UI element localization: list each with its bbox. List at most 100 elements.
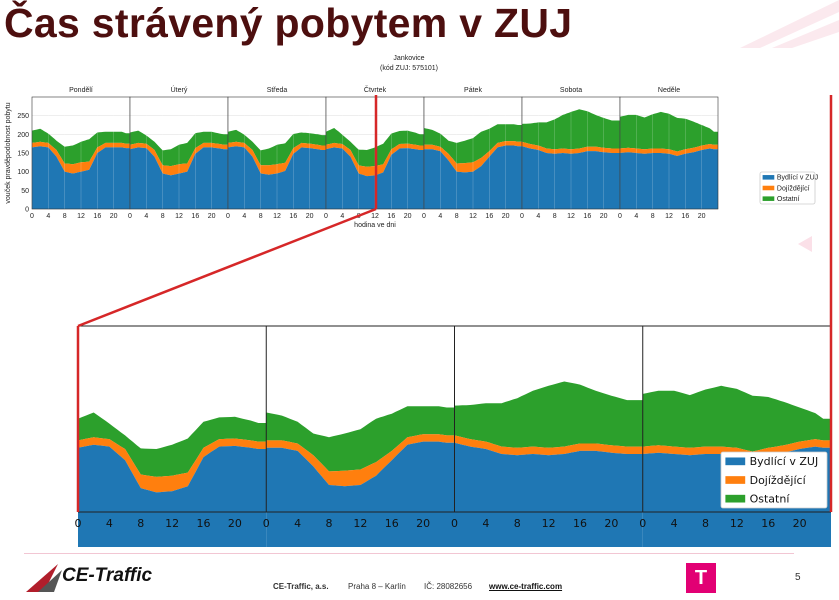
area-ostatni — [620, 111, 718, 152]
page-number: 5 — [795, 572, 801, 583]
legend-swatch — [725, 457, 746, 466]
x-tick-label: 4 — [144, 213, 148, 220]
area-dojizdejici — [78, 437, 267, 493]
area-ostatni — [642, 385, 831, 452]
x-tick-label: 12 — [469, 213, 477, 220]
area-ostatni — [78, 412, 267, 477]
legend-box — [759, 171, 816, 205]
chart-subtitle: (kód ZUJ: 575101) — [380, 65, 438, 72]
panel-4: 0 4 8 12 16 20 Pátek — [422, 87, 523, 220]
legend-swatch — [762, 196, 775, 201]
area-dojizdejici — [326, 142, 424, 177]
area-dojizdejici — [454, 435, 643, 456]
x-tick-label: 0 — [226, 213, 230, 220]
panel-5: 0 4 8 12 16 20 Sobota — [520, 87, 621, 220]
area-ostatni — [522, 109, 620, 150]
overview-chart: Jankovice (kód ZUJ: 575101) 0 4 8 12 16 20 Pondě… — [5, 55, 818, 229]
x-tick-label: 0 — [75, 517, 82, 530]
panel-day-label: Pátek — [464, 87, 482, 94]
x-tick-label: 20 — [502, 213, 510, 220]
x-tick-label: 0 — [324, 213, 328, 220]
x-tick-label: 8 — [514, 517, 521, 530]
y-tick-label: 50 — [21, 188, 29, 195]
x-tick-label: 20 — [604, 517, 618, 530]
area-ostatni — [228, 129, 326, 166]
x-tick-label: 8 — [161, 213, 165, 220]
zoom-highlight — [76, 95, 833, 512]
panel-day-label: Neděle — [658, 87, 680, 94]
x-tick-label: 12 — [567, 213, 575, 220]
x-tick-label: 20 — [306, 213, 314, 220]
panel-2: 0 4 8 12 16 20 Středa — [226, 87, 327, 220]
area-bydlici — [522, 146, 620, 209]
area-bydlici — [424, 145, 522, 209]
x-tick-label: 20 — [404, 213, 412, 220]
x-tick-label: 12 — [542, 517, 556, 530]
x-tick-label: 8 — [702, 517, 709, 530]
x-tick-label: 12 — [353, 517, 367, 530]
x-tick-label: 16 — [289, 213, 297, 220]
x-tick-label: 8 — [326, 517, 333, 530]
x-tick-label: 8 — [553, 213, 557, 220]
x-tick-label: 12 — [77, 213, 85, 220]
legend-label: Ostatní — [750, 493, 791, 506]
legend-swatch — [725, 494, 746, 503]
x-tick-label: 12 — [175, 213, 183, 220]
x-tick-label: 20 — [793, 517, 807, 530]
area-dojizdejici — [266, 434, 455, 487]
tmobile-logo-icon: T — [686, 563, 716, 593]
x-axis-label: hodina ve dni — [354, 222, 396, 229]
x-tick-label: 0 — [520, 213, 524, 220]
y-axis-label: vouček pravděpodobnost pobytu — [5, 102, 12, 203]
x-tick-label: 0 — [30, 213, 34, 220]
x-tick-label: 4 — [536, 213, 540, 220]
footer-divider — [24, 553, 794, 554]
area-dojizdejici — [32, 141, 130, 174]
x-tick-label: 8 — [651, 213, 655, 220]
x-tick-label: 16 — [485, 213, 493, 220]
x-tick-label: 8 — [455, 213, 459, 220]
area-dojizdejici — [424, 141, 522, 173]
x-tick-label: 16 — [681, 213, 689, 220]
x-tick-label: 12 — [730, 517, 744, 530]
x-tick-label: 20 — [110, 213, 118, 220]
legend-label: Bydlící v ZUJ — [777, 175, 818, 182]
footer-website-link[interactable]: www.ce-traffic.com — [489, 582, 563, 591]
area-bydlici — [78, 444, 267, 547]
legend-swatch — [725, 476, 746, 484]
panel-0: 0 4 8 12 16 20 Pondělí — [30, 87, 131, 220]
legend-box — [720, 451, 828, 509]
x-tick-label: 8 — [137, 517, 144, 530]
footer-ic: IČ: 28082656 — [424, 582, 473, 591]
panel-3: 048121620Čtvrtek — [324, 85, 425, 220]
footer-company: CE-Traffic, a.s. — [273, 582, 329, 591]
legend-label: Ostatní — [777, 196, 800, 203]
x-tick-label: 4 — [106, 517, 113, 530]
x-tick-label: 4 — [242, 213, 246, 220]
x-tick-label: 4 — [438, 213, 442, 220]
area-ostatni — [32, 128, 130, 165]
x-tick-label: 8 — [63, 213, 67, 220]
x-tick-label: 4 — [671, 517, 678, 530]
y-tick-label: 150 — [17, 151, 29, 158]
x-tick-label: 16 — [385, 517, 399, 530]
x-tick-label: 12 — [665, 213, 673, 220]
y-tick-label: 100 — [17, 169, 29, 176]
y-tick-label: 0 — [25, 207, 29, 214]
x-tick-label: 4 — [294, 517, 301, 530]
y-tick-label: 200 — [17, 132, 29, 139]
zoom-connector-line — [77, 207, 377, 328]
x-tick-label: 0 — [618, 213, 622, 220]
area-bydlici — [228, 146, 326, 209]
panel-day-label: Čtvrtek — [364, 85, 387, 94]
x-tick-label: 0 — [451, 517, 458, 530]
x-tick-label: 4 — [340, 213, 344, 220]
x-tick-label: 4 — [634, 213, 638, 220]
x-tick-label: 20 — [228, 517, 242, 530]
panel-day-label: Úterý — [171, 85, 188, 94]
x-tick-label: 4 — [482, 517, 489, 530]
x-tick-label: 20 — [698, 213, 706, 220]
area-dojizdejici — [642, 439, 831, 459]
